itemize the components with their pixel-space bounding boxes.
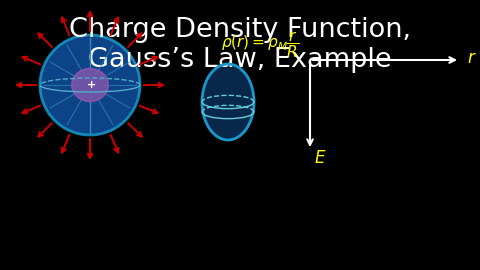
Text: Gauss’s Law, Example: Gauss’s Law, Example [88, 47, 392, 73]
Text: +: + [87, 80, 96, 90]
Ellipse shape [72, 69, 108, 101]
Text: Charge Density Function,: Charge Density Function, [69, 17, 411, 43]
Text: $\rho(r) = \rho_M \dfrac{r}{R}$: $\rho(r) = \rho_M \dfrac{r}{R}$ [221, 30, 299, 60]
Text: $r$: $r$ [467, 49, 477, 67]
Ellipse shape [40, 35, 140, 135]
Text: $E$: $E$ [314, 149, 326, 167]
Ellipse shape [202, 64, 254, 140]
